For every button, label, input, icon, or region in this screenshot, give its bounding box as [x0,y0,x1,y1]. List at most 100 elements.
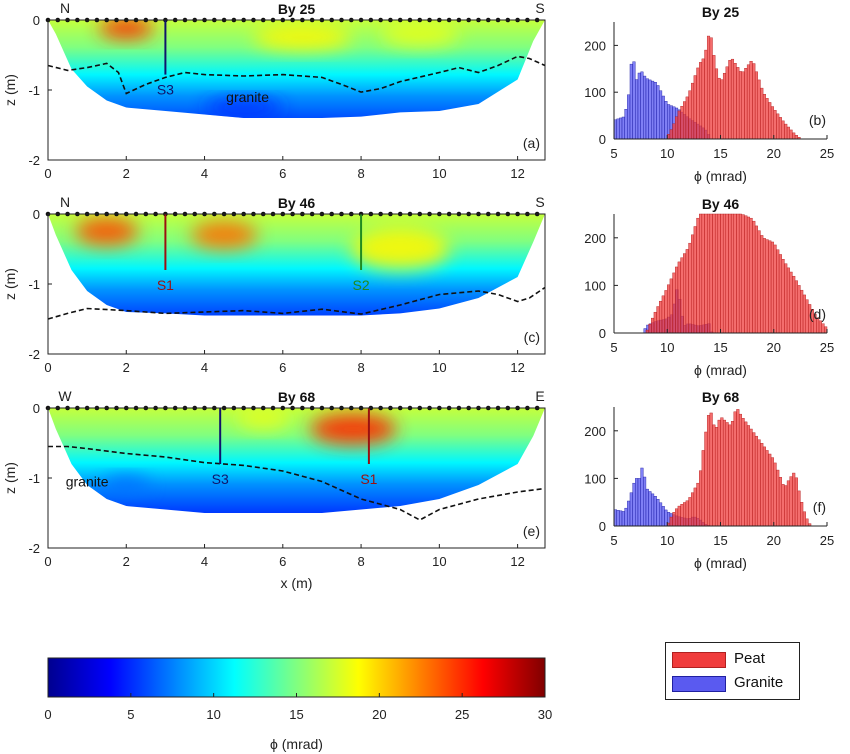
bar-peat [752,220,756,334]
bar-peat [789,271,793,334]
bar-peat [722,72,727,140]
bar-peat [675,266,679,334]
colorbar-tick-label: 0 [44,707,51,722]
x-tick-label: 4 [201,166,208,181]
bar-peat [669,278,673,334]
y-axis-label: z (m) [2,462,18,494]
panel-title: By 25 [278,1,316,17]
panel-label: (c) [524,329,540,345]
y-tick-label: -1 [28,83,40,98]
bar-peat [746,216,750,334]
bar-peat [725,422,729,527]
bar-peat [733,411,737,527]
bar-peat [781,120,785,140]
colorbar-tick-label: 15 [289,707,303,722]
bar-peat [712,55,716,140]
bar-granite [627,500,631,527]
sensor-s3-label: S3 [212,471,229,487]
orientation-right: S [535,0,544,16]
y-tick-label: -2 [28,347,40,362]
bar-peat [784,263,788,334]
bar-peat [754,71,758,140]
bar-peat [770,241,774,334]
bar-peat [701,213,705,334]
bar-granite [619,510,623,527]
x-tick-label: 2 [123,166,130,181]
bar-granite [648,491,652,527]
colorbar-tick-label: 30 [538,707,552,722]
orientation-left: N [60,194,70,210]
x-tick-label: 4 [201,554,208,569]
bar-peat [754,435,758,527]
bar-peat [688,242,692,334]
bar-granite [624,507,628,527]
colorbar-gradient [47,657,546,698]
bar-granite [637,478,641,527]
bar-peat [762,94,766,140]
histogram-f: 5 10 15 20 25 0 100 200 By 68 ϕ (mrad) (f) [584,389,834,571]
bar-peat [738,71,743,140]
bar-peat [704,213,708,334]
bar-peat [728,424,732,527]
bar-peat [800,289,804,334]
bar-peat [773,462,777,527]
colorbar-tick-label: 25 [455,707,469,722]
bar-peat [778,477,782,527]
bar-peat [675,508,679,527]
bar-peat [693,75,697,140]
bar-peat [768,240,772,334]
bar-granite [619,117,623,140]
y-tick-label: 0 [599,519,606,534]
y-tick-label: 0 [599,326,606,341]
y-tick-label: 100 [584,471,606,486]
bar-peat [770,106,774,140]
x-tick-label: 6 [279,166,286,181]
bar-peat [672,123,676,140]
y-tick-label: -1 [28,277,40,292]
panel-title: By 46 [702,196,740,212]
sensor-s3-label: S3 [157,82,174,98]
bar-granite [667,104,671,140]
bar-peat [821,323,825,334]
x-tick-label: 5 [610,533,617,548]
orientation-left: N [60,0,70,16]
x-tick-label: 6 [279,360,286,375]
phi-anomaly [235,408,291,429]
bar-peat [656,306,660,334]
x-tick-label: 12 [510,360,524,375]
bar-peat [720,213,724,334]
sensor-s2-label: S2 [353,277,370,293]
annotation-label: granite [226,89,269,105]
bar-peat [736,409,740,527]
phi-section-c [48,214,545,316]
bar-granite [621,116,625,140]
bar-granite [645,488,649,527]
y-tick-label: 0 [599,132,606,147]
bar-peat [773,244,777,334]
bar-peat [778,254,782,334]
bar-peat [744,68,748,140]
bar-peat [672,272,676,334]
bar-peat [776,113,780,140]
bar-peat [784,485,788,527]
bar-granite [627,94,631,140]
bar-granite [635,478,639,527]
bar-granite [661,506,665,527]
bar-peat [706,213,711,334]
bar-peat [696,217,700,334]
bar-peat [802,294,806,334]
bar-granite [643,75,647,140]
colorbar-label: ϕ (mrad) [270,736,323,752]
bar-peat [675,116,679,140]
bar-granite [616,510,620,527]
bar-peat [792,472,796,527]
phi-anomaly [351,228,450,270]
bar-peat [688,90,692,140]
bar-granite [656,85,660,140]
bar-peat [786,480,790,527]
x-tick-label: 20 [767,146,781,161]
bar-peat [722,213,727,334]
bar-peat [701,450,705,527]
y-tick-label: 200 [584,424,606,439]
y-tick-label: 0 [33,401,40,416]
